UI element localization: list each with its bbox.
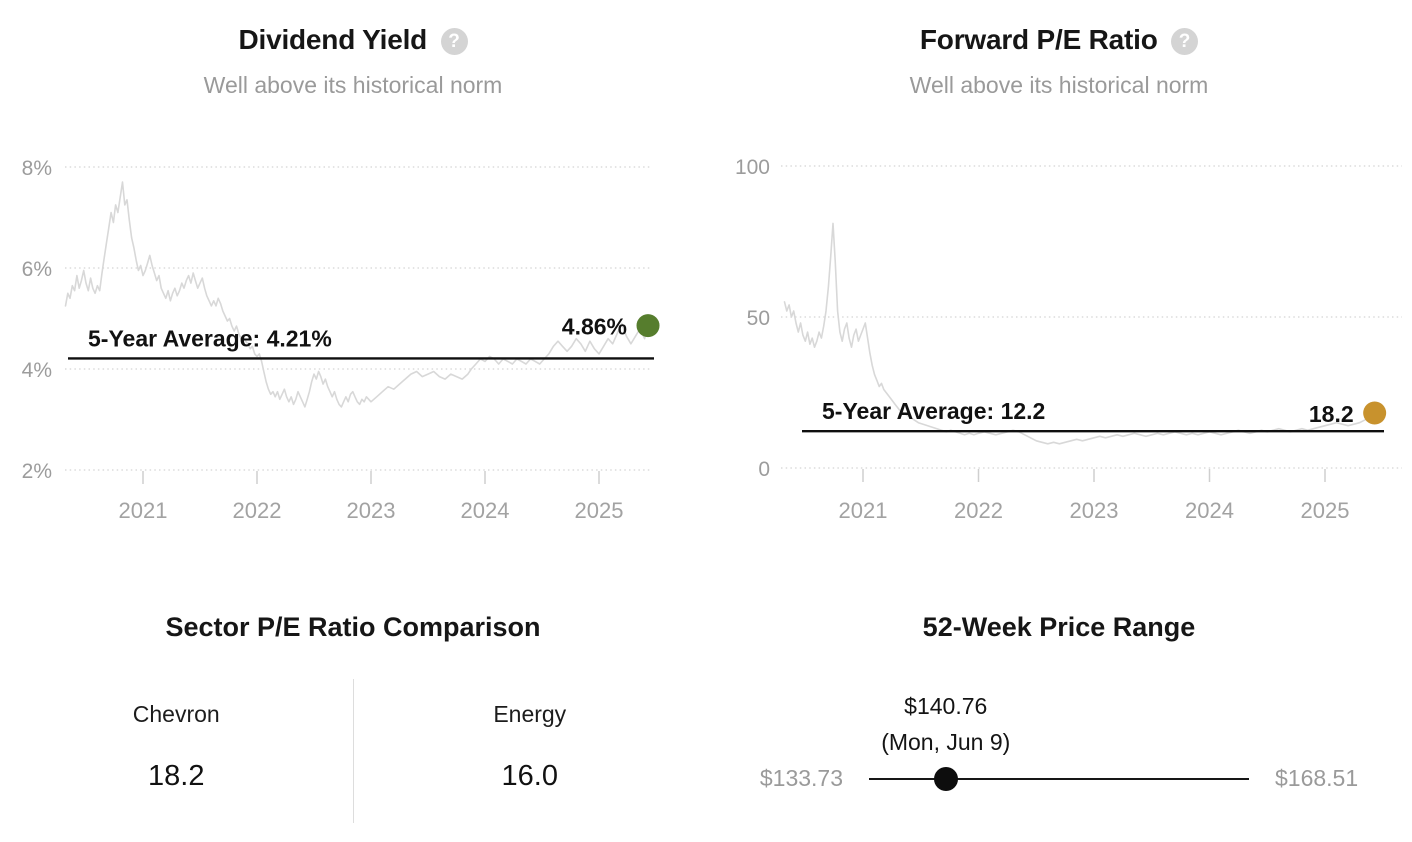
dividend-yield-chart: 8% 6% 4% 2% 2021 2022 2023 2024 2025 5-Year Avera… xyxy=(22,157,660,523)
x-axis-label: 2023 xyxy=(1070,498,1119,523)
x-axis-label: 2024 xyxy=(1185,498,1234,523)
current-value-dot xyxy=(636,314,660,338)
forward-pe-chart: 100 50 0 2021 2022 2023 2024 2025 5-Year Average… xyxy=(735,156,1402,523)
x-axis-label: 2021 xyxy=(839,498,888,523)
average-label: 5-Year Average: 12.2 xyxy=(822,398,1045,424)
y-axis-label: 4% xyxy=(22,359,52,382)
series-line xyxy=(783,222,1376,445)
price-range-low: $133.73 xyxy=(759,765,843,791)
comparison-value: 18.2 xyxy=(148,760,205,792)
x-axis-label: 2025 xyxy=(1301,498,1350,523)
current-value-label: 18.2 xyxy=(1309,401,1354,427)
dividend-yield-panel: Dividend Yield ? Well above its historic… xyxy=(0,0,706,548)
forward-pe-title: Forward P/E Ratio xyxy=(919,24,1158,55)
x-axis-label: 2025 xyxy=(575,498,624,523)
price-range-high: $168.51 xyxy=(1275,765,1359,791)
price-range-title: 52-Week Price Range xyxy=(922,612,1196,642)
price-range-slider: $133.73 $140.76 (Mon, Jun 9) $168.51 xyxy=(706,693,1412,792)
sector-pe-comparison-table: Chevron 18.2 Energy 16.0 xyxy=(0,679,706,823)
price-range-panel: 52-Week Price Range $133.73 $140.76 (Mon… xyxy=(706,548,1412,842)
y-axis-label: 0 xyxy=(758,458,770,481)
series-line xyxy=(64,181,649,408)
x-axis-label: 2023 xyxy=(347,498,396,523)
average-label: 5-Year Average: 4.21% xyxy=(88,325,332,351)
x-axis-label: 2022 xyxy=(233,498,282,523)
x-axis-label: 2021 xyxy=(119,498,168,523)
forward-pe-panel: Forward P/E Ratio ? Well above its histo… xyxy=(706,0,1412,548)
y-axis-label: 50 xyxy=(747,307,770,330)
sector-pe-comparison-title: Sector P/E Ratio Comparison xyxy=(165,612,541,642)
dividend-yield-title: Dividend Yield xyxy=(238,24,428,55)
y-axis-label: 8% xyxy=(22,157,52,180)
forward-pe-subtitle: Well above its historical norm xyxy=(909,72,1209,98)
sector-pe-comparison-panel: Sector P/E Ratio Comparison Chevron 18.2… xyxy=(0,548,706,842)
current-price-date: (Mon, Jun 9) xyxy=(881,728,1011,755)
comparison-cell-energy: Energy 16.0 xyxy=(354,679,707,823)
comparison-cell-chevron: Chevron 18.2 xyxy=(0,679,354,823)
price-range-dot[interactable] xyxy=(933,766,958,791)
dividend-yield-subtitle: Well above its historical norm xyxy=(203,72,503,98)
comparison-label: Energy xyxy=(493,701,567,727)
price-range-current: $140.76 (Mon, Jun 9) xyxy=(881,688,1010,760)
x-axis-label: 2022 xyxy=(954,498,1003,523)
y-axis-label: 6% xyxy=(22,258,52,281)
x-axis-label: 2024 xyxy=(461,498,510,523)
current-price: $140.76 xyxy=(904,692,988,719)
y-axis-label: 2% xyxy=(22,460,52,483)
y-axis-label: 100 xyxy=(735,156,770,179)
price-range-track: $140.76 (Mon, Jun 9) xyxy=(869,693,1249,791)
forward-pe-header: Forward P/E Ratio ? xyxy=(706,24,1412,56)
current-value-label: 4.86% xyxy=(562,314,627,340)
comparison-label: Chevron xyxy=(132,701,220,727)
help-icon[interactable]: ? xyxy=(440,28,468,55)
help-icon[interactable]: ? xyxy=(1171,28,1199,55)
dividend-yield-header: Dividend Yield ? xyxy=(0,24,706,56)
comparison-value: 16.0 xyxy=(501,760,558,792)
current-value-dot xyxy=(1363,401,1387,425)
